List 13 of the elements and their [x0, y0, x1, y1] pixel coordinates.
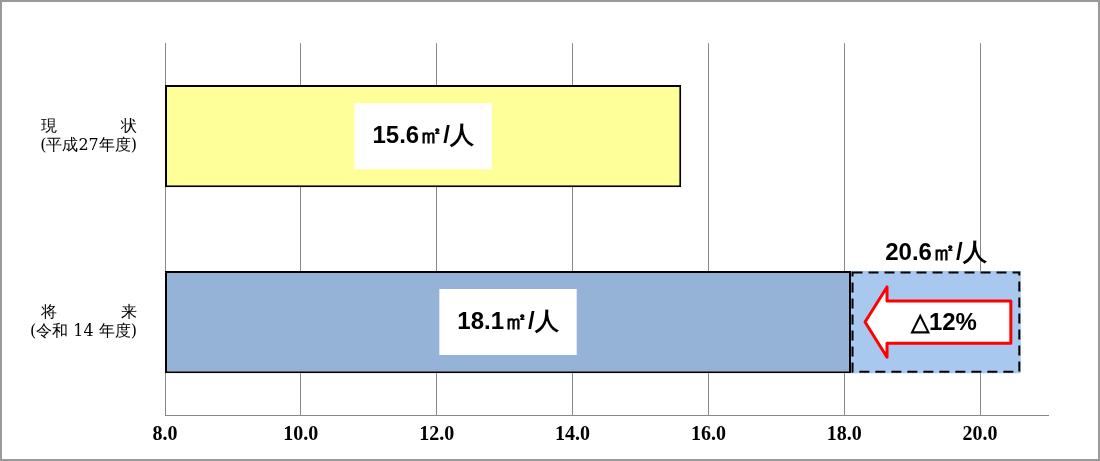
x-tick-label: 16.0 — [690, 422, 726, 445]
x-tick-label: 10.0 — [283, 422, 319, 445]
x-tick-label: 14.0 — [555, 422, 591, 445]
data-label: 15.6㎡/人 — [372, 120, 475, 148]
data-label: 18.1㎡/人 — [457, 306, 560, 334]
y-tick-label: 現 状 (平成27年度) — [40, 115, 138, 154]
x-tick-label: 12.0 — [419, 422, 455, 445]
x-tick-label: 18.0 — [826, 422, 862, 445]
y-tick-label: 将 来 (令和 14 年度) — [30, 301, 138, 340]
data-label: 20.6㎡/人 — [885, 237, 988, 265]
x-tick-label: 8.0 — [152, 422, 178, 445]
annotation: △12% — [910, 308, 977, 337]
x-tick-label: 20.0 — [962, 422, 998, 445]
